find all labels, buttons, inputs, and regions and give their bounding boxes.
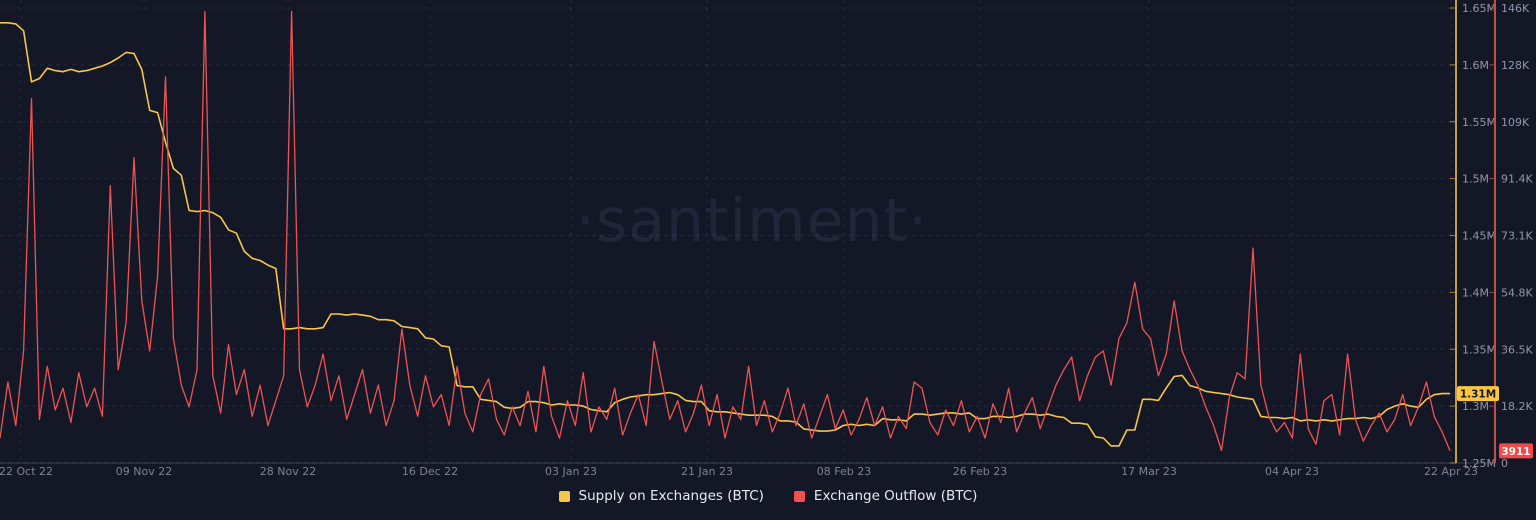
x-tick-label: 26 Feb 23 bbox=[953, 465, 1007, 478]
supply-tick-label: 1.5M bbox=[1462, 173, 1489, 186]
x-tick-label: 08 Feb 23 bbox=[817, 465, 871, 478]
supply-tick-label: 1.4M bbox=[1462, 286, 1489, 299]
outflow-tick-label: 54.8K bbox=[1501, 286, 1533, 299]
x-tick-label: 16 Dec 22 bbox=[402, 465, 458, 478]
outflow-series-swatch bbox=[793, 490, 805, 502]
legend-label-outflow: Exchange Outflow (BTC) bbox=[813, 488, 978, 504]
supply-last-value-badge bbox=[1457, 386, 1499, 402]
supply-tick-label: 1.35M bbox=[1462, 343, 1496, 356]
outflow-line-series[interactable] bbox=[0, 10, 1451, 452]
supply-tick-label: 1.25M bbox=[1462, 457, 1496, 470]
supply-tick-label: 1.3M bbox=[1462, 400, 1489, 413]
outflow-tick-label: 36.5K bbox=[1501, 343, 1533, 356]
outflow-last-value-badge-label: 3911 bbox=[1501, 446, 1530, 458]
x-tick-label: 28 Nov 22 bbox=[260, 465, 316, 478]
supply-tick-label: 1.55M bbox=[1462, 116, 1496, 129]
outflow-tick-label: 91.4K bbox=[1501, 173, 1533, 186]
supply-tick-label: 1.65M bbox=[1462, 2, 1496, 15]
outflow-tick-label: 128K bbox=[1501, 59, 1530, 72]
x-tick-label: 04 Apr 23 bbox=[1265, 465, 1319, 478]
x-tick-label: 17 Mar 23 bbox=[1121, 465, 1177, 478]
supply-tick-label: 1.6M bbox=[1462, 59, 1489, 72]
x-tick-label: 09 Nov 22 bbox=[116, 465, 172, 478]
outflow-tick-label: 0 bbox=[1501, 457, 1508, 470]
supply-line-series[interactable] bbox=[0, 22, 1450, 447]
legend-item-outflow[interactable]: Exchange Outflow (BTC) bbox=[793, 488, 978, 504]
outflow-tick-label: 73.1K bbox=[1501, 230, 1533, 243]
supply-last-value-badge-label: 1.31M bbox=[1460, 389, 1496, 401]
outflow-last-value-badge bbox=[1499, 443, 1533, 459]
x-tick-label: 22 Apr 23 bbox=[1424, 465, 1478, 478]
chart-legend: Supply on Exchanges (BTC) Exchange Outfl… bbox=[0, 488, 1536, 504]
x-tick-label: 22 Oct 22 bbox=[0, 465, 53, 478]
outflow-tick-label: 18.2K bbox=[1501, 400, 1533, 413]
legend-label-supply: Supply on Exchanges (BTC) bbox=[578, 488, 764, 504]
supply-series-swatch bbox=[558, 490, 570, 502]
x-tick-label: 21 Jan 23 bbox=[681, 465, 733, 478]
santiment-watermark: ·santiment· bbox=[575, 186, 929, 257]
outflow-tick-label: 109K bbox=[1501, 116, 1530, 129]
x-tick-label: 03 Jan 23 bbox=[545, 465, 597, 478]
legend-item-supply[interactable]: Supply on Exchanges (BTC) bbox=[558, 488, 764, 504]
outflow-tick-label: 146K bbox=[1501, 2, 1530, 15]
supply-tick-label: 1.45M bbox=[1462, 230, 1496, 243]
